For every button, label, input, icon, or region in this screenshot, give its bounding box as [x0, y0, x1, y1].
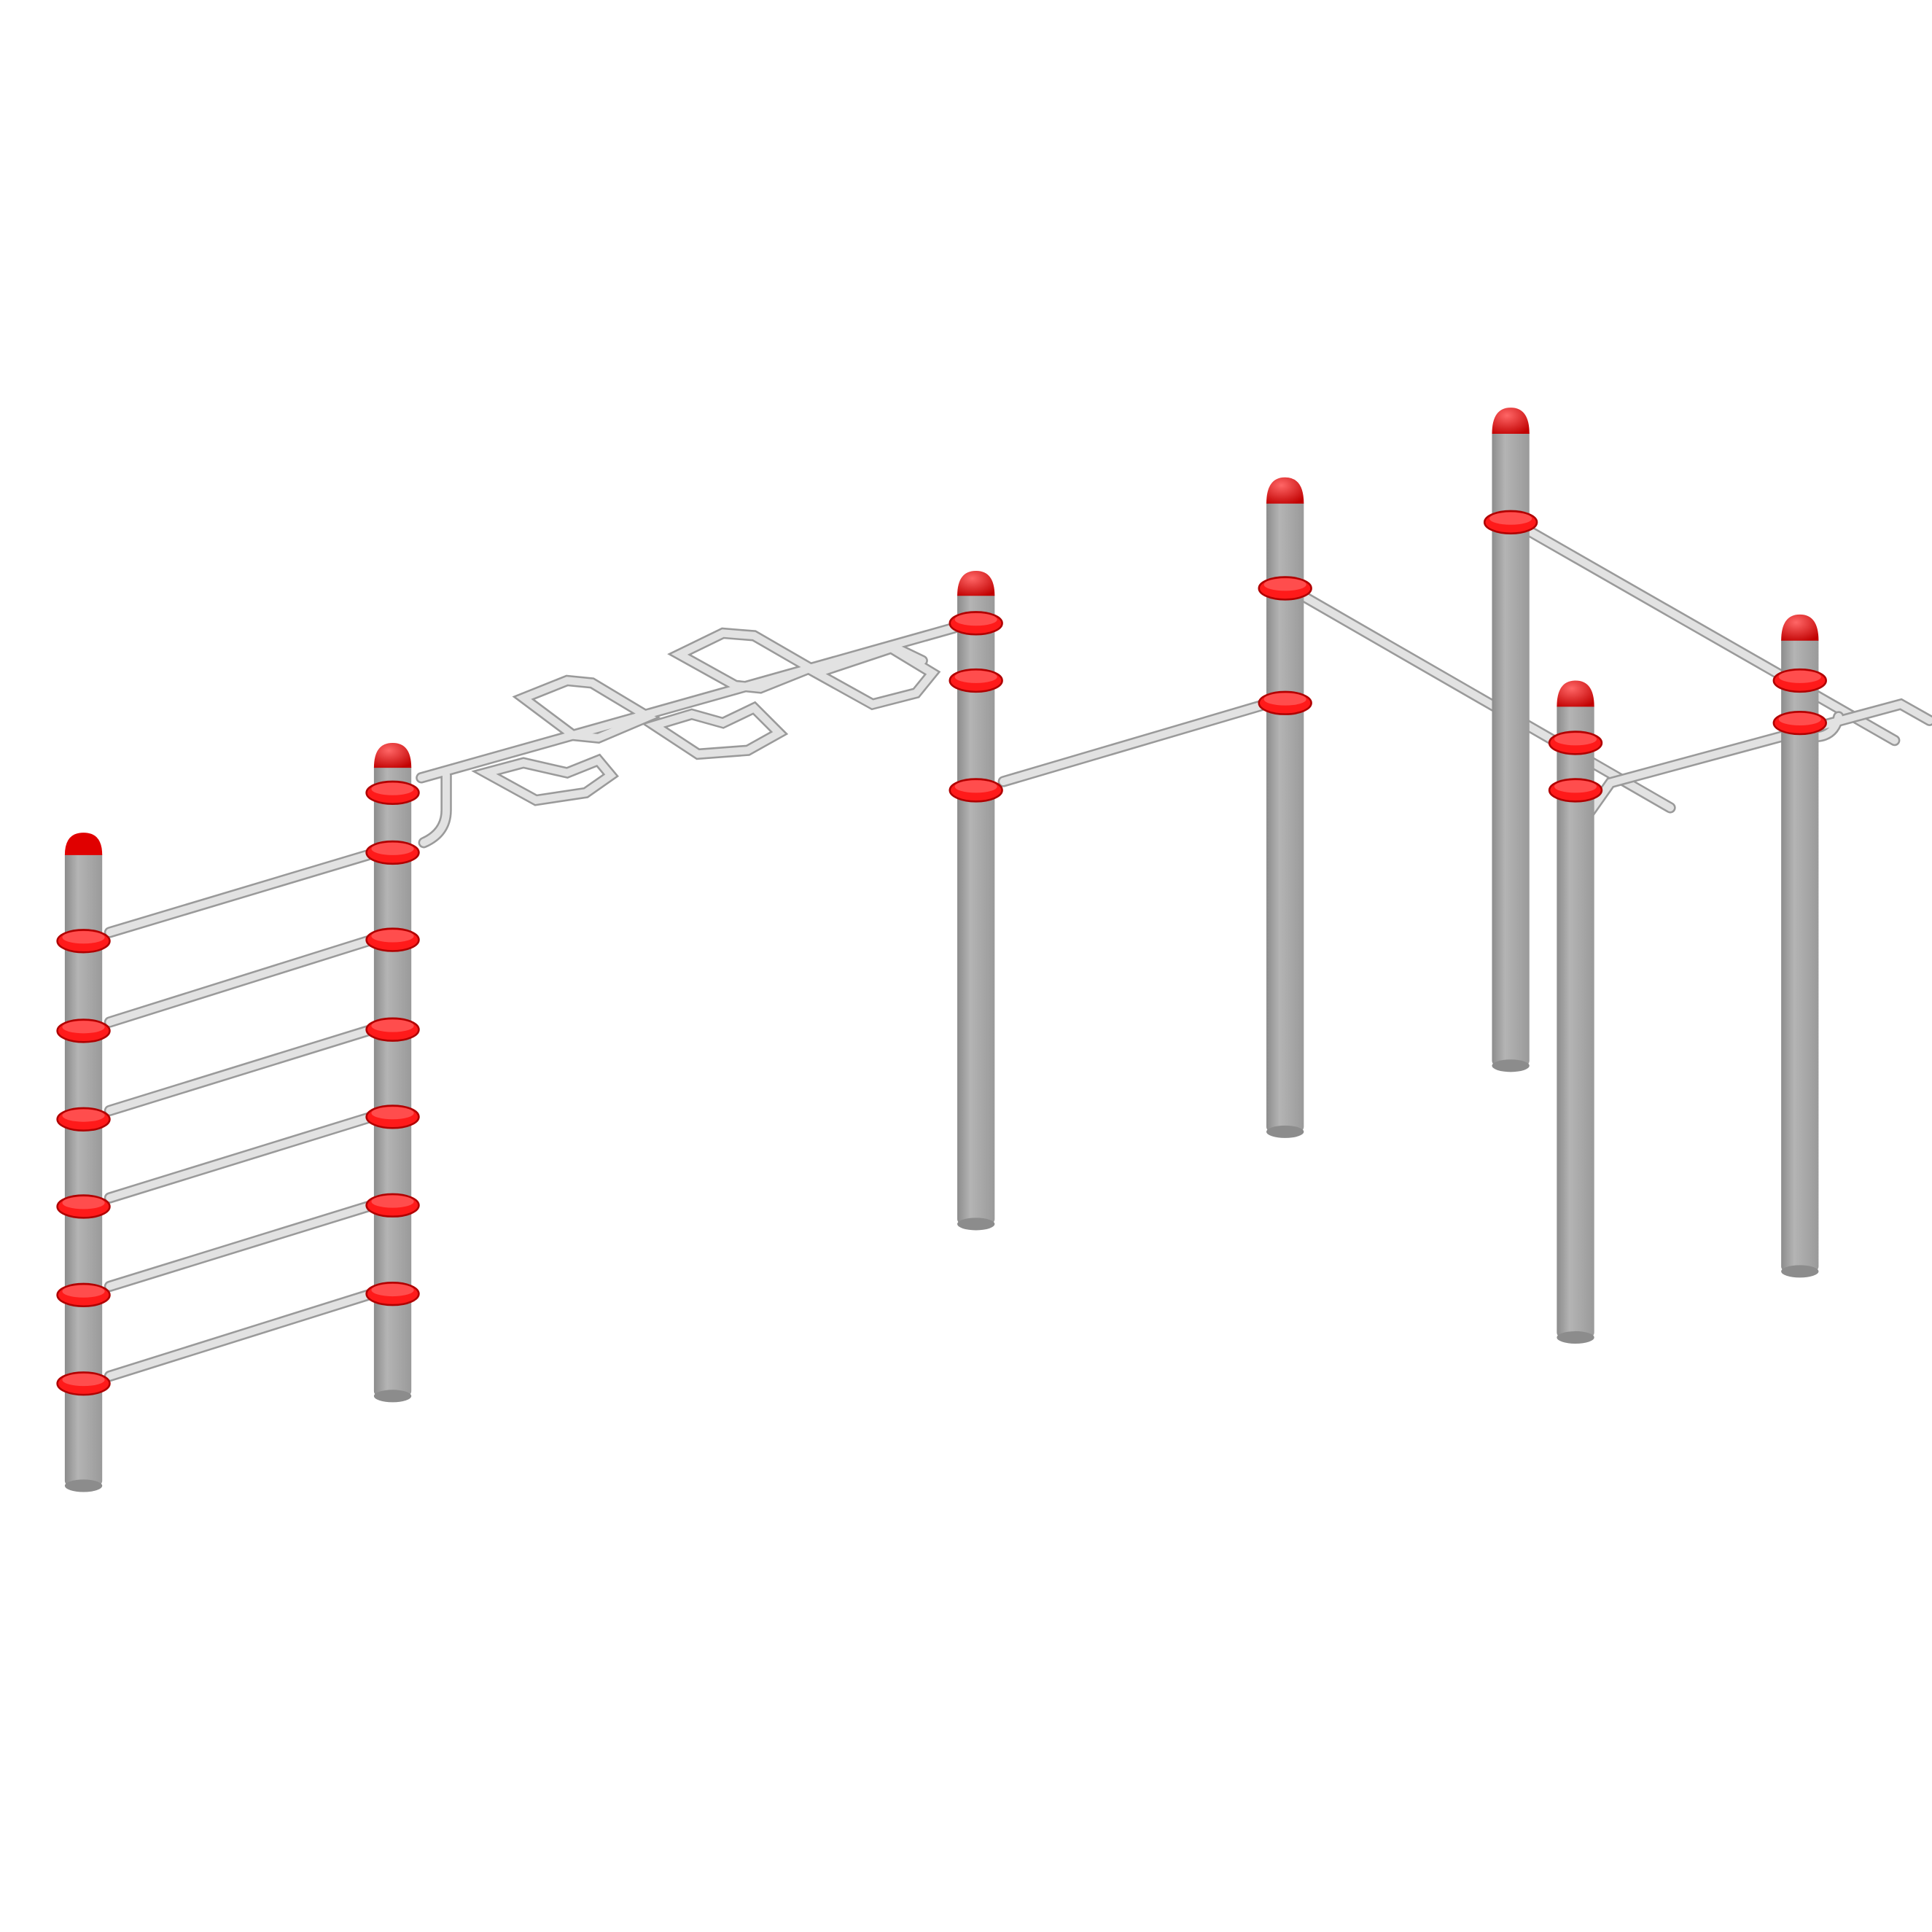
posts — [64, 408, 1819, 1492]
bars — [104, 523, 1932, 1382]
